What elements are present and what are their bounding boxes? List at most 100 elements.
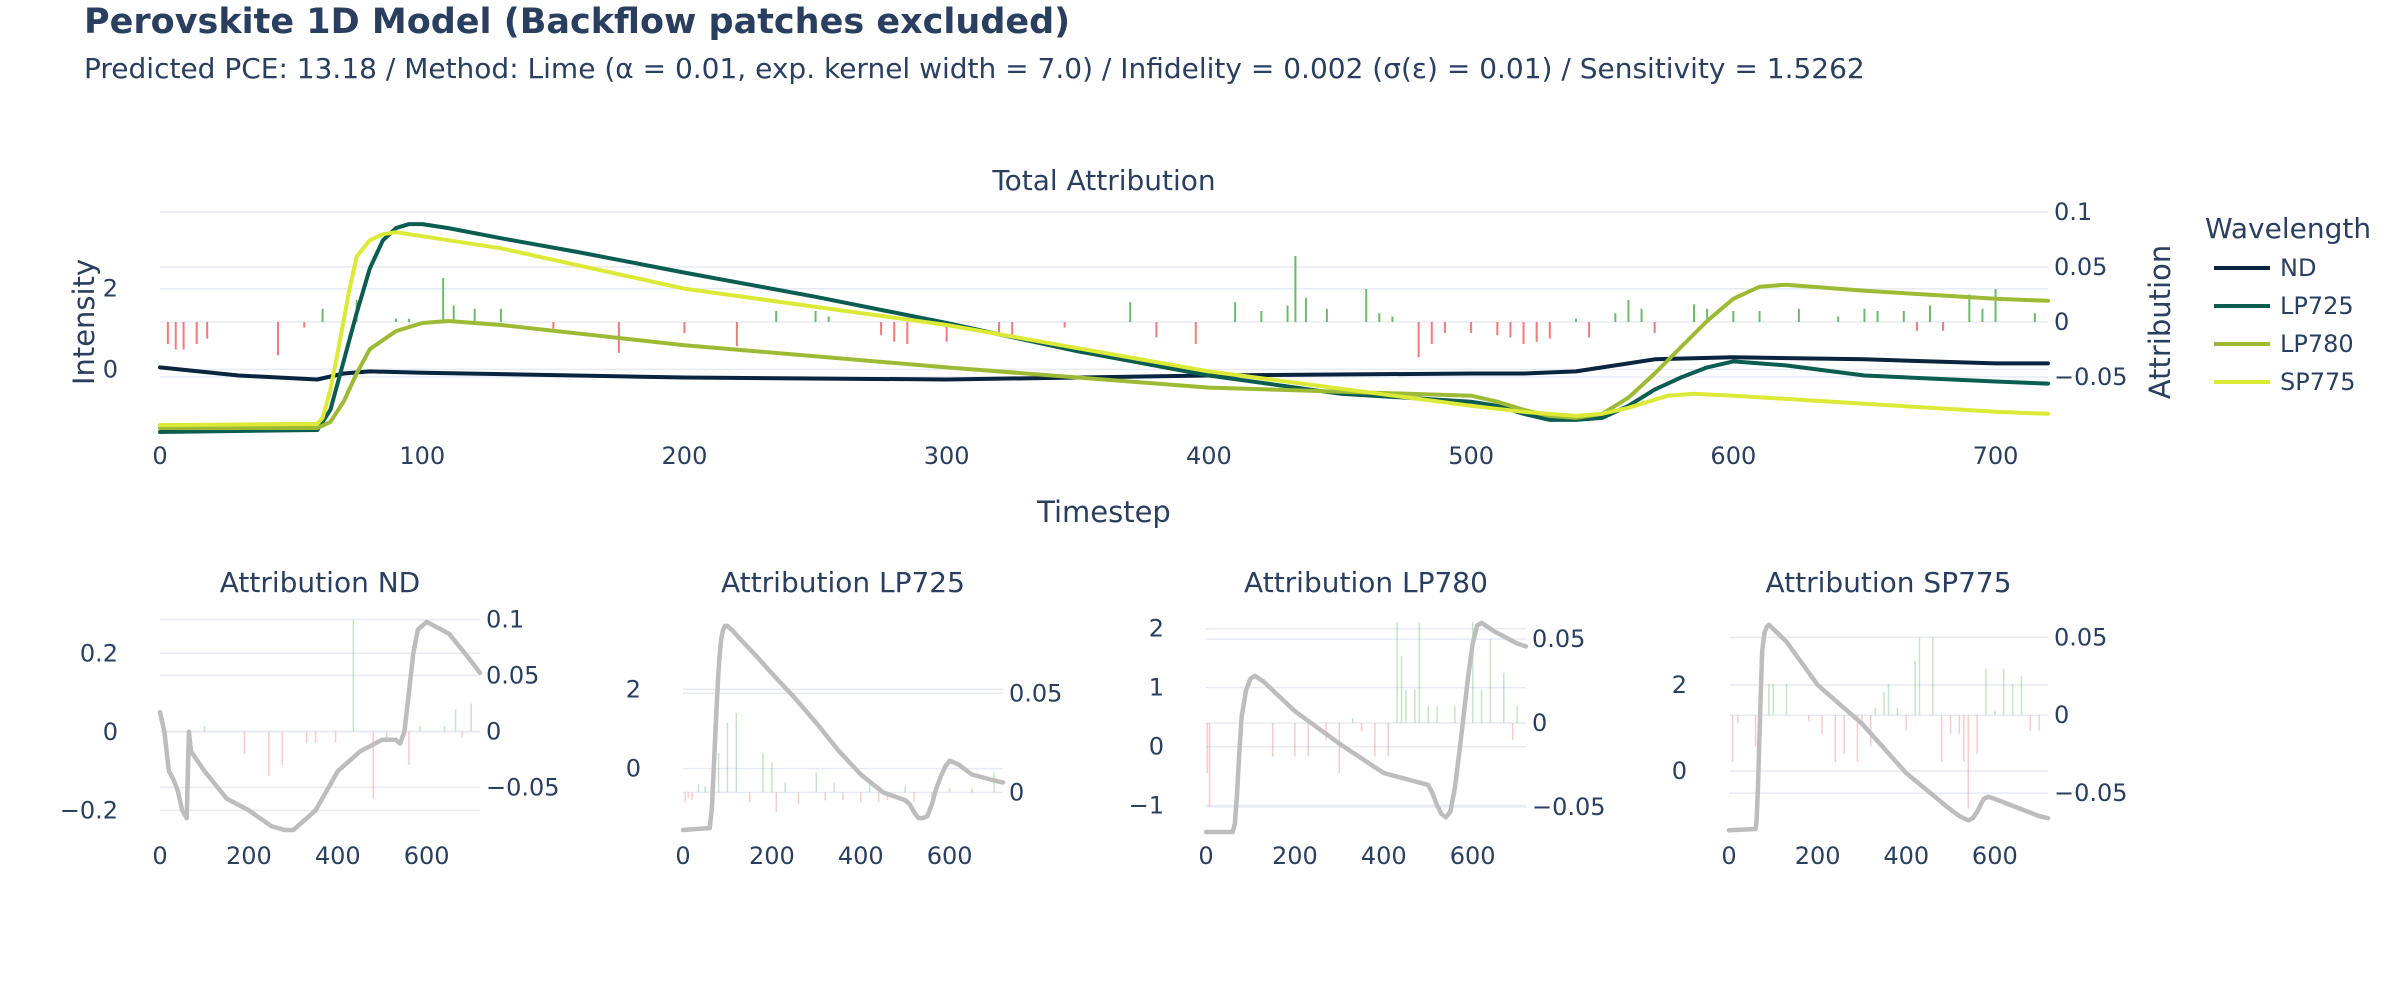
attribution-bar <box>461 731 463 737</box>
attribution-bar <box>1963 715 1965 762</box>
x-tick-label: 600 <box>404 842 450 870</box>
attribution-bar <box>206 322 209 339</box>
attribution-bar <box>1874 707 1876 716</box>
attribution-bar <box>1511 723 1514 740</box>
attribution-bar <box>499 308 502 322</box>
attribution-bar <box>1821 715 1823 734</box>
y-tick-label: 1 <box>1149 674 1164 702</box>
attribution-bar <box>1627 300 1630 322</box>
attribution-bar <box>372 731 375 799</box>
attribution-bar <box>1374 723 1376 757</box>
x-axis-title: Timestep <box>1036 495 1171 529</box>
attribution-bar <box>998 322 1001 336</box>
y-tick-label: 0 <box>626 755 641 783</box>
attribution-bar <box>1929 305 1931 322</box>
attribution-bar <box>1365 289 1368 322</box>
attribution-bar <box>842 792 844 801</box>
x-tick-label: 200 <box>749 842 795 870</box>
attribution-bar <box>1808 715 1810 722</box>
attribution-bar <box>1932 637 1934 716</box>
attribution-bar <box>1548 322 1551 339</box>
attribution-bar <box>971 788 973 793</box>
attribution-bar <box>704 786 706 793</box>
attribution-bar <box>1155 322 1158 338</box>
y2-tick-label: −0.05 <box>2054 363 2128 391</box>
attribution-bar <box>1294 256 1297 322</box>
panel-title-nd: Attribution ND <box>220 566 420 599</box>
x-tick-label: 200 <box>662 442 708 470</box>
y-tick-label: 2 <box>626 675 641 703</box>
attribution-bar <box>1063 322 1066 328</box>
attribution-bar <box>305 731 308 743</box>
attribution-bar <box>868 784 871 793</box>
y-tick-label: −0.2 <box>60 796 118 824</box>
attribution-bar <box>1949 715 1952 734</box>
y2-tick-label: 0.05 <box>2054 253 2107 281</box>
y-tick-label: 0 <box>103 718 118 746</box>
attribution-bar <box>1588 322 1591 338</box>
attribution-bar <box>948 788 951 793</box>
attribution-bar <box>735 713 738 793</box>
y-tick-label: −1 <box>1129 791 1164 819</box>
attribution-bar <box>1896 707 1899 716</box>
series-line-lp725 <box>158 222 2050 434</box>
attribution-bar <box>452 305 455 322</box>
legend-label-nd: ND <box>2280 254 2316 282</box>
attribution-bar <box>2033 313 2036 322</box>
attribution-bar <box>195 322 198 344</box>
y2-axis-title: Attribution <box>2143 245 2177 399</box>
attribution-bar <box>860 792 862 803</box>
x-tick-label: 600 <box>1710 442 1756 470</box>
attribution-bar <box>775 792 778 813</box>
attribution-bar <box>182 322 185 350</box>
attribution-bar <box>1351 717 1354 723</box>
attribution-bar <box>797 792 800 805</box>
x-tick-label: 700 <box>1973 442 2019 470</box>
y-tick-label: 2 <box>1149 615 1164 643</box>
attribution-bar <box>1797 308 1800 322</box>
attribution-bar <box>717 752 720 793</box>
attribution-bar <box>1942 322 1945 331</box>
attribution-bar <box>691 792 693 801</box>
attribution-bar <box>2002 668 2005 716</box>
attribution-bar <box>1737 715 1739 723</box>
attribution-bar <box>1325 308 1328 322</box>
x-tick-label: 400 <box>1883 842 1929 870</box>
attribution-bar <box>735 322 738 347</box>
x-tick-label: 200 <box>1795 842 1841 870</box>
attribution-bar <box>877 792 880 803</box>
attribution-bar <box>1427 706 1429 723</box>
attribution-bar <box>1843 715 1845 755</box>
x-tick-label: 600 <box>1450 842 1496 870</box>
attribution-bar <box>314 731 317 743</box>
attribution-bar <box>1454 706 1456 723</box>
y2-tick-label: 0 <box>2054 308 2069 336</box>
series-line-nd <box>158 355 2050 382</box>
x-tick-label: 0 <box>152 842 167 870</box>
attribution-bar <box>1430 322 1433 344</box>
attribution-bar <box>1653 322 1656 333</box>
attribution-bar <box>906 322 909 344</box>
attribution-bar <box>473 308 476 322</box>
attribution-bar <box>1535 322 1538 342</box>
attribution-bar <box>1994 289 1997 322</box>
attribution-bar <box>904 786 906 793</box>
y2-tick-label: 0 <box>1009 778 1024 806</box>
attribution-bar <box>1436 706 1438 723</box>
attribution-bar <box>1887 684 1890 716</box>
attribution-bar <box>1785 684 1788 716</box>
attribution-bar <box>1294 723 1296 757</box>
attribution-bar <box>1387 723 1389 757</box>
attribution-bar <box>1640 308 1643 322</box>
attribution-bar <box>1958 715 1961 734</box>
attribution-bar <box>2029 715 2032 731</box>
attribution-bar <box>203 725 206 732</box>
y2-tick-label: 0.1 <box>2054 198 2092 226</box>
attribution-bar <box>824 792 826 801</box>
attribution-bar <box>334 731 337 743</box>
y2-tick-label: −0.05 <box>1532 793 1606 821</box>
attribution-bar <box>1883 691 1885 716</box>
x-tick-label: 100 <box>399 442 445 470</box>
attribution-bar <box>1011 322 1014 339</box>
attribution-bar <box>748 792 751 803</box>
